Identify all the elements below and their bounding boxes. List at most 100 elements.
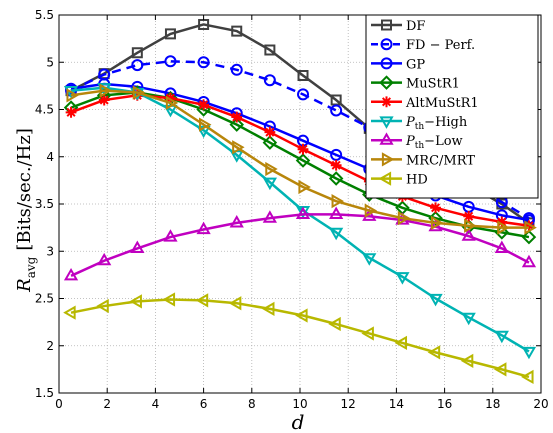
data-point xyxy=(199,117,212,132)
data-point xyxy=(397,211,411,226)
series-mrc-mrt xyxy=(66,83,537,235)
data-point xyxy=(63,267,79,281)
data-point xyxy=(163,229,178,242)
data-point xyxy=(165,95,179,111)
legend-marker xyxy=(380,57,393,70)
data-point xyxy=(521,346,537,360)
y-tick-label: 4 xyxy=(46,150,54,164)
data-point xyxy=(231,111,243,123)
data-point xyxy=(295,308,308,323)
y-tick-label: 1.5 xyxy=(35,386,54,400)
legend-item-fd-perf: FD − Perf. xyxy=(371,38,475,53)
data-point xyxy=(497,220,510,235)
x-tick-label: 20 xyxy=(533,397,548,411)
y-axis-label-sub: avg xyxy=(24,256,38,278)
data-point xyxy=(131,59,144,72)
legend-item-p-th-high: Pth−High xyxy=(371,115,468,132)
data-point xyxy=(330,159,342,171)
data-point xyxy=(165,92,176,104)
data-point xyxy=(99,83,113,98)
data-point xyxy=(328,316,341,332)
data-point xyxy=(262,135,278,150)
legend-item-mrc-mrt: MRC/MRT xyxy=(371,152,475,168)
y-tick-label: 5 xyxy=(46,55,54,69)
y-tick-label: 4.5 xyxy=(35,103,54,117)
legend-item-mustr1: MuStR1 xyxy=(371,75,460,92)
data-point xyxy=(164,55,177,68)
data-point xyxy=(264,126,276,138)
legend-item-altmustr1: AltMuStR1 xyxy=(371,96,479,111)
x-tick-label: 14 xyxy=(389,397,404,411)
series-line xyxy=(70,298,530,379)
data-point xyxy=(521,254,537,268)
data-point xyxy=(65,106,77,118)
data-point xyxy=(295,206,311,219)
data-point xyxy=(297,88,310,101)
legend-box xyxy=(365,14,539,199)
data-point xyxy=(196,125,211,139)
legend-label: FD − Perf. xyxy=(406,38,475,53)
y-axis-label-main: R xyxy=(14,278,35,293)
legend-label: AltMuStR1 xyxy=(405,96,479,111)
legend-label: DF xyxy=(406,19,425,34)
data-point xyxy=(295,153,311,168)
data-point xyxy=(66,88,79,103)
data-point xyxy=(430,202,441,214)
legend-marker xyxy=(378,171,392,186)
legend-label: MuStR1 xyxy=(406,77,460,92)
data-point xyxy=(297,143,309,155)
data-point xyxy=(521,229,537,245)
data-point xyxy=(524,220,537,235)
y-tick-label: 2.5 xyxy=(35,292,54,306)
data-point xyxy=(361,326,374,341)
data-point xyxy=(329,206,344,219)
data-point xyxy=(521,369,534,385)
series-group xyxy=(63,18,537,385)
data-point xyxy=(430,215,444,231)
data-point xyxy=(494,240,509,254)
legend-marker xyxy=(381,19,392,31)
data-point xyxy=(198,18,210,30)
y-axis-label-unit: [Bits/sec./Hz] xyxy=(14,128,35,251)
x-tick-label: 12 xyxy=(341,397,356,411)
y-axis-title: Ravg [Bits/sec./Hz] xyxy=(14,128,38,293)
data-point xyxy=(464,218,477,233)
data-point xyxy=(232,140,245,155)
legend-marker xyxy=(379,75,394,90)
y-tick-label: 3 xyxy=(46,244,54,258)
data-point xyxy=(330,104,343,117)
data-point xyxy=(162,292,176,307)
y-tick-label: 2 xyxy=(46,339,54,353)
data-point xyxy=(164,28,176,40)
data-point xyxy=(493,362,507,377)
data-point xyxy=(129,294,142,309)
legend-item-hd: HD xyxy=(371,171,428,188)
data-point xyxy=(329,227,344,241)
x-tick-label: 16 xyxy=(437,397,452,411)
series-line xyxy=(70,89,529,229)
data-point xyxy=(63,305,76,320)
axis-ticks: 0 2 4 6 8 10 12 14 16 18 20 1.5 2 2.5 3 3.5 4 4.5 5 5.5 xyxy=(35,8,549,411)
data-point xyxy=(231,25,243,37)
data-point xyxy=(494,330,509,344)
data-point xyxy=(460,353,474,368)
legend-label: GP xyxy=(406,57,425,72)
data-point xyxy=(362,253,377,266)
data-point xyxy=(364,203,378,218)
legend-marker xyxy=(381,96,392,108)
x-tick-label: 6 xyxy=(200,397,208,411)
series-line xyxy=(70,213,530,277)
y-tick-label: 3.5 xyxy=(35,197,54,211)
data-point xyxy=(262,210,277,223)
data-point xyxy=(132,85,146,100)
data-point xyxy=(428,293,443,307)
data-point xyxy=(229,117,245,132)
data-point xyxy=(131,47,143,59)
data-point xyxy=(264,44,276,56)
legend-item-gp: GP xyxy=(371,57,425,72)
legend-label: MRC/MRT xyxy=(406,153,475,168)
data-point xyxy=(427,345,441,360)
legend-label: HD xyxy=(406,173,428,188)
y-axis-label-text: Ravg [Bits/sec./Hz] xyxy=(14,128,38,293)
